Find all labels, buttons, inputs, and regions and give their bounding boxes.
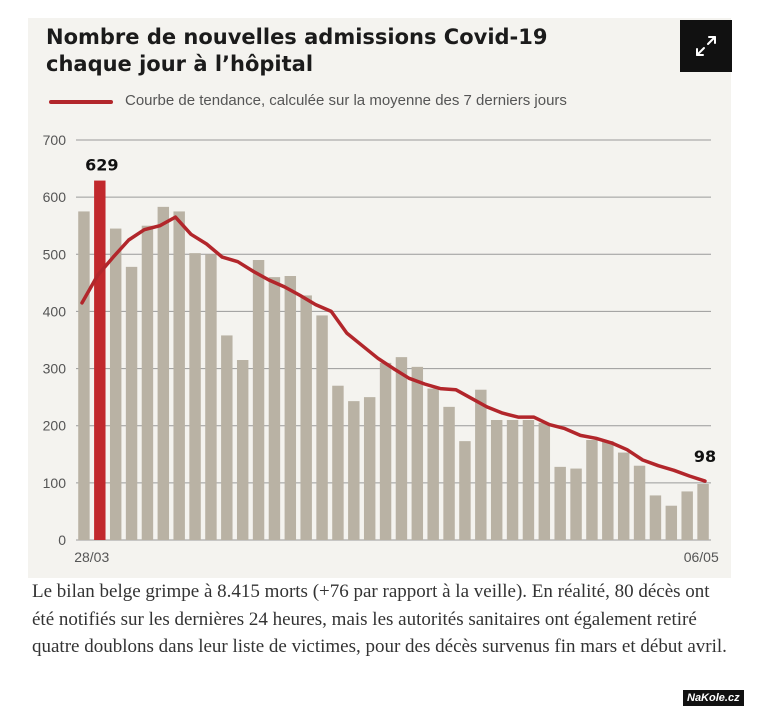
- bar: [506, 420, 519, 540]
- expand-icon: [696, 36, 716, 56]
- bar: [586, 440, 598, 540]
- bar: [348, 401, 360, 540]
- y-tick-label: 700: [43, 132, 67, 148]
- bar: [649, 495, 662, 540]
- bar: [109, 228, 122, 541]
- bar: [205, 254, 217, 541]
- y-tick-label: 600: [43, 189, 67, 205]
- data-label: 98: [694, 447, 716, 466]
- bar: [157, 206, 170, 540]
- bar-highlight: [94, 180, 106, 541]
- bar: [125, 266, 138, 540]
- bar: [268, 277, 281, 540]
- article-caption: Le bilan belge grimpe à 8.415 morts (+76…: [32, 581, 727, 657]
- y-tick-label: 200: [43, 418, 67, 434]
- bar: [395, 357, 408, 540]
- bar: [475, 389, 487, 540]
- bar: [459, 441, 471, 540]
- chart-title-line-1: Nombre de nouvelles admissions Covid-19: [46, 25, 548, 49]
- bar: [570, 468, 582, 540]
- y-tick-label: 300: [43, 361, 67, 377]
- y-tick-label: 500: [43, 246, 67, 262]
- bar: [554, 466, 566, 540]
- bar: [189, 253, 201, 540]
- bar: [602, 441, 614, 540]
- bar: [617, 452, 630, 540]
- bar: [427, 388, 439, 540]
- bar: [697, 484, 709, 540]
- bar: [141, 225, 154, 540]
- y-tick-label: 100: [43, 475, 67, 491]
- bar: [411, 366, 424, 540]
- bar: [379, 362, 392, 540]
- y-tick-label: 0: [58, 532, 66, 548]
- bar: [316, 315, 328, 540]
- trend-line: [80, 215, 707, 483]
- bar: [665, 505, 678, 540]
- legend-swatch-trend-line: [49, 100, 113, 104]
- bar: [252, 260, 265, 540]
- bar: [681, 491, 693, 540]
- chart-title-line-2: chaque jour à l’hôpital: [46, 52, 314, 76]
- data-label: 629: [85, 156, 118, 175]
- bar: [221, 335, 233, 540]
- admissions-chart: 0 100 200 300 400 500 600 700 28/03 06/05 629 98: [43, 132, 719, 565]
- bar: [173, 211, 185, 540]
- bar: [236, 360, 249, 540]
- x-tick-label: 28/03: [74, 549, 109, 565]
- bar: [538, 422, 551, 540]
- bar: [490, 420, 503, 540]
- watermark-logo: NaKole.cz: [683, 690, 744, 706]
- bar: [332, 385, 344, 540]
- y-tick-label: 400: [43, 303, 67, 319]
- legend-label: Courbe de tendance, calculée sur la moye…: [125, 92, 567, 109]
- bar: [300, 295, 312, 540]
- bar: [443, 406, 455, 540]
- bar: [522, 420, 535, 540]
- x-tick-label: 06/05: [684, 549, 719, 565]
- bar: [633, 465, 646, 540]
- expand-button[interactable]: [680, 20, 732, 72]
- bar: [78, 211, 90, 540]
- bar: [363, 397, 376, 540]
- bar: [284, 276, 297, 540]
- chart-title: Nombre de nouvelles admissions Covid-19 …: [46, 24, 548, 78]
